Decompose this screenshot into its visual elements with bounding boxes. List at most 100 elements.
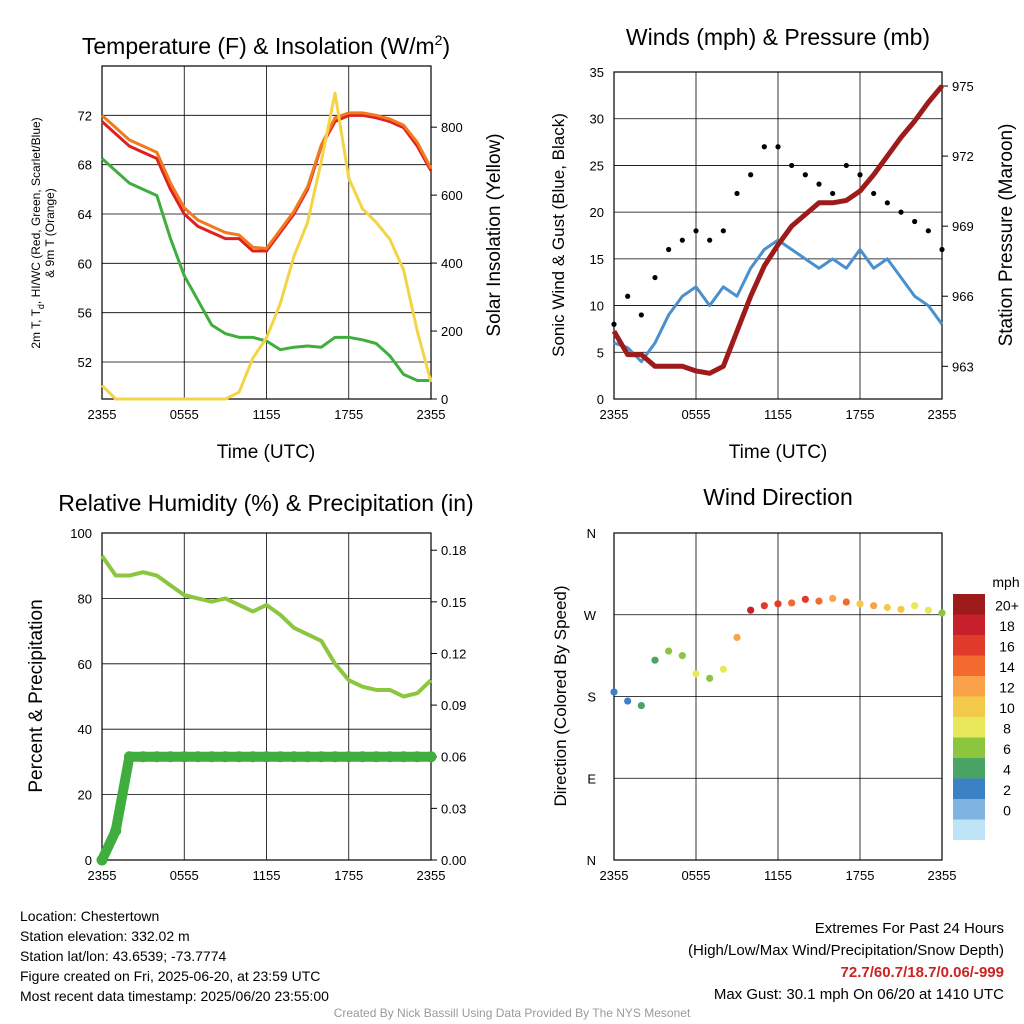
x-tick-label: 2355 <box>928 868 957 883</box>
plot-frame <box>101 65 432 400</box>
y-tick-label-left: W <box>584 608 597 623</box>
y-tick-label-left: 0 <box>85 853 92 868</box>
series-point-gust <box>638 312 644 318</box>
temperature-ylabel-right: Solar Insolation (Yellow) <box>484 133 505 336</box>
y-tick-label-left: 60 <box>78 657 92 672</box>
y-tick-label-right: 200 <box>441 324 463 339</box>
plot-frame <box>613 532 943 861</box>
x-tick-label: 2355 <box>417 868 446 883</box>
series-point-gust <box>857 172 863 178</box>
series-point-gust <box>775 144 781 150</box>
series-point-gust <box>707 237 713 243</box>
temperature-panel: Temperature (F) & Insolation (W/m2) 2m T… <box>29 32 505 463</box>
x-tick-label: 1155 <box>253 868 281 883</box>
series-point-gust <box>666 246 672 253</box>
plot-area-0: 2355 0555 1155 1755 2355 52 56 60 64 68 72 0 200 400 6… <box>78 65 463 422</box>
series-point-gust <box>884 200 890 206</box>
series-point-gust <box>789 162 795 169</box>
y-tick-label-right: 966 <box>952 289 974 304</box>
series-point-gust <box>939 246 945 253</box>
series-point-gust <box>816 181 822 187</box>
y-tick-label-left: N <box>587 853 596 868</box>
credit-text: Created By Nick Bassill Using Data Provi… <box>333 1006 691 1020</box>
x-tick-label: 0555 <box>170 868 199 883</box>
legend-label: 0 <box>1003 803 1011 819</box>
temperature-ylabel-left: 2m T, Td, HI/WC (Red, Green, Scarlet/Blu… <box>29 117 46 348</box>
series-point-gust <box>734 190 740 197</box>
y-tick-label-left: 25 <box>590 158 604 173</box>
direction-title: Wind Direction <box>703 484 853 510</box>
winds-ylabel-left: Sonic Wind & Gust (Blue, Black) <box>549 113 568 357</box>
y-tick-label-right: 0.00 <box>441 853 466 868</box>
humidity-title: Relative Humidity (%) & Precipitation (i… <box>58 490 473 516</box>
plot-area-3: 2355 0555 1155 1755 2355 N E S W N <box>584 526 957 883</box>
series-line-solar-insolation <box>100 91 433 401</box>
series-line-9m-t <box>100 111 433 251</box>
legend-swatch <box>953 737 985 758</box>
y-tick-label-right: 975 <box>952 79 974 94</box>
direction-point <box>760 602 768 610</box>
series-point-gust <box>652 274 658 281</box>
series-line-precipitation <box>97 751 436 865</box>
y-tick-label-left: 60 <box>78 256 92 271</box>
plot-area-1: 2355 0555 1155 1755 235505101520253035963966… <box>590 65 974 422</box>
legend-label: 10 <box>999 700 1015 716</box>
legend-label: 2 <box>1003 782 1011 798</box>
legend-label: 6 <box>1003 741 1011 757</box>
legend-swatch <box>953 778 985 799</box>
x-tick-label: 1155 <box>764 407 792 422</box>
direction-point <box>719 665 727 673</box>
legend-label: 12 <box>999 680 1015 696</box>
y-tick-label-right: 0.06 <box>441 750 466 765</box>
x-tick-label: 1755 <box>334 868 363 883</box>
legend-swatch <box>953 614 985 635</box>
legend-swatch <box>953 655 985 676</box>
direction-point <box>733 633 741 642</box>
latlon-text: Station lat/lon: 43.6539; -73.7774 <box>20 948 227 964</box>
direction-point <box>842 598 850 606</box>
winds-panel: Winds (mph) & Pressure (mb) Sonic Wind &… <box>549 24 1017 463</box>
x-tick-label: 1155 <box>253 407 281 422</box>
series-point-gust <box>843 162 849 169</box>
winds-ylabel-right: Station Pressure (Maroon) <box>996 124 1017 347</box>
series-point-gust <box>898 209 904 215</box>
series-point-gust <box>925 228 931 234</box>
legend-label: 16 <box>999 639 1015 655</box>
series-point-gust <box>871 190 877 197</box>
series-point-gust <box>830 190 836 197</box>
winds-title: Winds (mph) & Pressure (mb) <box>626 24 930 50</box>
temperature-ylabel-left-line2: & 9m T (Orange) <box>43 188 57 278</box>
y-tick-label-left: S <box>587 690 596 705</box>
direction-point <box>651 656 659 664</box>
y-tick-label-right: 0.18 <box>441 543 466 558</box>
direction-point <box>856 600 864 608</box>
series-line-sonic-wind <box>613 238 944 364</box>
x-tick-label: 1755 <box>334 407 363 422</box>
series-point-gust <box>720 228 726 234</box>
series-point-gust <box>625 293 631 299</box>
y-tick-label-right: 969 <box>952 219 974 234</box>
x-tick-label: 2355 <box>600 868 629 883</box>
legend-label: 8 <box>1003 721 1011 737</box>
temperature-xlabel: Time (UTC) <box>217 442 316 463</box>
direction-point <box>788 599 796 607</box>
series-point-gust <box>611 321 617 327</box>
direction-point <box>624 697 632 705</box>
direction-point <box>692 670 700 678</box>
y-tick-label-right: 0.09 <box>441 698 466 713</box>
x-tick-label: 2355 <box>88 407 117 422</box>
direction-point <box>706 674 714 682</box>
legend-swatch <box>953 635 985 656</box>
y-tick-label-left: E <box>587 771 596 786</box>
legend-label: 14 <box>999 659 1015 675</box>
temperature-title: Temperature (F) & Insolation (W/m2) <box>82 32 450 59</box>
x-tick-label: 0555 <box>682 868 711 883</box>
y-tick-label-right: 963 <box>952 359 974 374</box>
x-tick-label: 1755 <box>846 868 875 883</box>
direction-point <box>801 595 809 603</box>
x-tick-label: 0555 <box>170 407 199 422</box>
y-tick-label-left: 30 <box>590 112 604 127</box>
direction-panel: Wind Direction Direction (Colored By Spe… <box>551 484 1020 883</box>
speed-legend: 20+ 18 16 14 12 10 8 6 4 2 0 <box>953 594 1019 840</box>
